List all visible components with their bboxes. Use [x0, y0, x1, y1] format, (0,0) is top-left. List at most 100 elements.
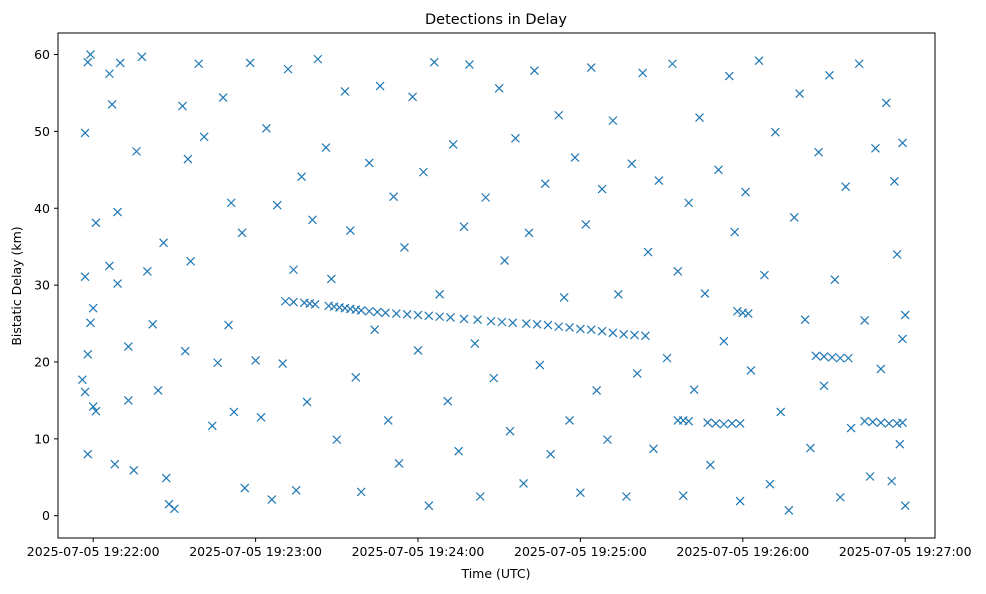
data-point — [597, 326, 607, 336]
data-point — [340, 86, 350, 96]
data-point — [732, 306, 742, 316]
data-point — [381, 308, 390, 318]
data-point — [627, 159, 637, 169]
data-point — [876, 364, 886, 374]
data-point — [207, 421, 217, 431]
data-point — [654, 176, 664, 186]
data-point — [370, 325, 380, 335]
x-tick-label: 2025-07-05 19:27:00 — [839, 544, 972, 559]
data-point — [313, 54, 323, 64]
data-point — [519, 479, 528, 488]
data-point — [500, 256, 510, 265]
data-point — [400, 243, 409, 252]
data-point — [898, 418, 907, 428]
data-point — [508, 318, 518, 328]
data-point — [608, 328, 618, 338]
data-point — [649, 444, 658, 454]
data-point — [638, 68, 648, 78]
data-point — [789, 213, 799, 222]
data-point — [113, 279, 122, 289]
data-point — [435, 312, 445, 322]
data-point — [765, 479, 775, 489]
data-point — [123, 342, 133, 352]
data-point — [592, 385, 602, 395]
data-point — [770, 127, 780, 137]
data-point — [565, 415, 575, 425]
data-point — [613, 289, 623, 299]
data-point — [446, 312, 455, 322]
data-point — [142, 266, 152, 276]
data-point — [684, 416, 694, 426]
x-tick-label: 2025-07-05 19:25:00 — [514, 544, 647, 559]
data-point — [470, 339, 480, 348]
y-tick-label: 0 — [42, 508, 50, 523]
data-point — [884, 419, 894, 428]
data-point — [724, 71, 734, 81]
data-point — [843, 353, 853, 363]
y-tick-label: 10 — [34, 431, 50, 446]
data-point — [194, 59, 204, 69]
data-point — [77, 375, 87, 385]
data-point — [735, 419, 745, 428]
data-point — [497, 317, 507, 327]
data-point — [289, 265, 298, 275]
data-point — [554, 322, 564, 332]
data-point — [394, 459, 404, 468]
data-point — [889, 176, 899, 186]
data-point — [229, 407, 239, 417]
data-point — [356, 306, 366, 315]
data-point — [754, 56, 764, 66]
data-point — [105, 261, 114, 271]
data-point — [643, 247, 653, 257]
data-point — [673, 266, 683, 276]
data-point — [776, 407, 786, 417]
data-point — [630, 330, 639, 340]
data-point — [554, 110, 564, 120]
data-point — [356, 487, 366, 497]
data-point — [199, 132, 209, 142]
data-point — [586, 325, 596, 335]
data-point — [321, 143, 331, 152]
data-point — [581, 219, 591, 229]
data-point — [383, 415, 393, 425]
data-point — [835, 353, 845, 363]
data-point — [608, 116, 618, 126]
data-point — [521, 319, 531, 328]
data-point — [137, 52, 147, 62]
data-point — [529, 66, 539, 76]
data-point — [424, 311, 434, 321]
data-point — [711, 419, 721, 428]
data-point — [532, 319, 542, 329]
data-point — [107, 100, 117, 109]
x-tick-label: 2025-07-05 19:22:00 — [27, 544, 160, 559]
data-point — [261, 123, 271, 133]
data-point — [372, 307, 382, 317]
y-tick-label: 60 — [34, 47, 50, 62]
x-tick-label: 2025-07-05 19:23:00 — [189, 544, 322, 559]
data-point — [218, 93, 228, 102]
data-point — [237, 228, 247, 238]
data-point — [459, 314, 469, 324]
data-point — [408, 92, 418, 102]
data-point — [846, 423, 856, 433]
data-point — [413, 346, 423, 355]
data-point — [494, 83, 504, 93]
data-point — [900, 310, 910, 320]
data-point — [278, 359, 288, 368]
data-point — [632, 369, 642, 378]
data-point — [153, 385, 163, 395]
chart-title: Detections in Delay — [425, 12, 567, 28]
data-point — [80, 272, 90, 282]
data-point — [819, 381, 829, 391]
data-point — [178, 101, 187, 111]
data-point — [719, 336, 729, 346]
data-point — [465, 60, 474, 69]
data-point — [835, 492, 845, 502]
data-point — [898, 334, 907, 344]
data-point — [871, 143, 880, 153]
data-point — [289, 297, 298, 307]
data-point — [302, 397, 312, 407]
data-point — [695, 113, 704, 122]
